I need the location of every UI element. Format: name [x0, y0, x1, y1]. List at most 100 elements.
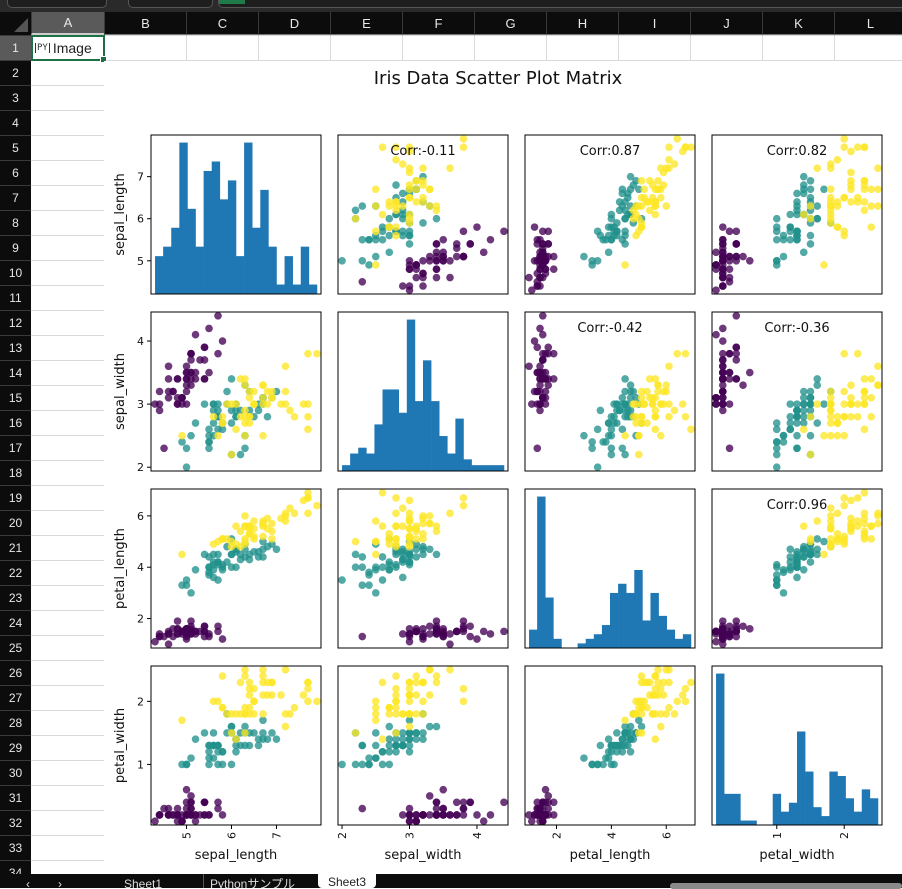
row-header-27[interactable]: 27 — [0, 685, 31, 710]
scatter-point-setosa — [151, 817, 159, 825]
scatter-point-virginica — [371, 716, 380, 725]
scatter-point-virginica — [412, 185, 421, 194]
row-header-8[interactable]: 8 — [0, 210, 31, 235]
row-header-23[interactable]: 23 — [0, 585, 31, 610]
row-header-7[interactable]: 7 — [0, 185, 31, 210]
column-header-a[interactable]: A — [31, 12, 104, 35]
scatter-point-virginica — [245, 524, 254, 533]
row-header-26[interactable]: 26 — [0, 660, 31, 685]
row-header-5[interactable]: 5 — [0, 135, 31, 160]
select-all-corner[interactable] — [0, 12, 31, 35]
formula-input[interactable] — [218, 0, 902, 8]
row-header-33[interactable]: 33 — [0, 835, 31, 860]
row-header-2[interactable]: 2 — [0, 60, 31, 85]
prev-sheet-button[interactable]: ‹ — [26, 877, 30, 888]
scatter-point-virginica — [654, 185, 662, 194]
histogram-bar — [658, 615, 667, 648]
column-header-h[interactable]: H — [546, 12, 618, 35]
row-header-6[interactable]: 6 — [0, 160, 31, 185]
column-header-e[interactable]: E — [330, 12, 402, 35]
scatter-point-virginica — [241, 729, 249, 737]
row-header-3[interactable]: 3 — [0, 85, 31, 110]
column-header-j[interactable]: J — [690, 12, 762, 35]
column-header-g[interactable]: G — [474, 12, 546, 35]
scatter-point-versicolor — [629, 735, 638, 743]
scatter-point-versicolor — [793, 189, 801, 198]
scatter-point-virginica — [241, 512, 249, 520]
row-header-10[interactable]: 10 — [0, 260, 31, 285]
row-header-13[interactable]: 13 — [0, 335, 31, 360]
scatter-point-versicolor — [629, 387, 638, 396]
row-header-18[interactable]: 18 — [0, 460, 31, 485]
row-header-32[interactable]: 32 — [0, 810, 31, 835]
column-header-f[interactable]: F — [402, 12, 474, 35]
row-header-31[interactable]: 31 — [0, 785, 31, 810]
horizontal-scrollbar[interactable] — [670, 883, 902, 889]
scatter-point-setosa — [536, 362, 544, 371]
row-header-9[interactable]: 9 — [0, 235, 31, 260]
scatter-matrix-image[interactable]: Iris Data Scatter Plot Matrix 5 6 7 sepal_le… — [104, 61, 902, 874]
scatter-point-setosa — [739, 622, 747, 631]
scatter-point-setosa — [725, 227, 734, 236]
histogram-bar — [163, 246, 172, 294]
cell-a1[interactable]: PY Image — [31, 35, 107, 63]
row-header-1[interactable]: 1 — [0, 35, 31, 60]
row-header-28[interactable]: 28 — [0, 710, 31, 735]
row-header-24[interactable]: 24 — [0, 610, 31, 635]
scatter-point-versicolor — [236, 555, 245, 564]
formula-controls[interactable] — [128, 0, 213, 8]
sheet-tab-sheet3[interactable]: Sheet3 — [318, 874, 377, 888]
scatter-point-versicolor — [624, 400, 632, 408]
scatter-point-virginica — [673, 135, 682, 143]
column-header-d[interactable]: D — [258, 12, 330, 35]
column-header-b[interactable]: B — [104, 12, 186, 35]
sheet-tab-sheet1[interactable]: Sheet1 — [124, 877, 163, 888]
row-header-22[interactable]: 22 — [0, 560, 31, 585]
row-header-16[interactable]: 16 — [0, 410, 31, 435]
column-header-l[interactable]: L — [834, 12, 902, 35]
scatter-point-versicolor — [813, 550, 822, 559]
correlation-label: Corr:0.96 — [767, 498, 828, 513]
row-header-15[interactable]: 15 — [0, 385, 31, 410]
scatter-point-setosa — [452, 798, 461, 807]
row-header-21[interactable]: 21 — [0, 535, 31, 560]
row-header-4[interactable]: 4 — [0, 110, 31, 135]
column-header-c[interactable]: C — [186, 12, 258, 35]
subplot-frame — [150, 665, 322, 826]
row-header-25[interactable]: 25 — [0, 635, 31, 660]
scatter-point-virginica — [826, 387, 835, 396]
sheet-tab-python-sample[interactable]: Pythonサンプル — [203, 874, 295, 888]
row-header-29[interactable]: 29 — [0, 735, 31, 760]
histogram-bar — [529, 629, 538, 648]
scatter-point-versicolor — [412, 729, 421, 737]
row-header-11[interactable]: 11 — [0, 285, 31, 310]
row-header-14[interactable]: 14 — [0, 360, 31, 385]
scatter-point-virginica — [405, 535, 414, 543]
scatter-point-setosa — [405, 804, 414, 813]
scatter-point-setosa — [412, 261, 421, 269]
scatter-point-setosa — [544, 804, 553, 813]
scatter-point-virginica — [826, 419, 835, 427]
scatter-point-virginica — [853, 143, 862, 151]
row-header-20[interactable]: 20 — [0, 510, 31, 535]
scatter-point-virginica — [799, 425, 808, 434]
scatter-point-versicolor — [405, 729, 414, 737]
scatter-point-setosa — [164, 630, 173, 638]
scatter-point-setosa — [718, 400, 727, 408]
row-header-12[interactable]: 12 — [0, 310, 31, 335]
name-box[interactable] — [7, 0, 107, 8]
scatter-point-versicolor — [793, 400, 801, 408]
row-header-17[interactable]: 17 — [0, 435, 31, 460]
scatter-point-versicolor — [624, 735, 632, 743]
column-header-k[interactable]: K — [762, 12, 834, 35]
scatter-point-versicolor — [392, 560, 400, 569]
scatter-point-versicolor — [621, 722, 629, 731]
scatter-point-virginica — [860, 527, 869, 536]
histogram-bar — [593, 634, 603, 648]
column-header-i[interactable]: I — [618, 12, 690, 35]
row-header-19[interactable]: 19 — [0, 485, 31, 510]
next-sheet-button[interactable]: › — [58, 877, 62, 888]
row-header-30[interactable]: 30 — [0, 760, 31, 785]
scatter-point-virginica — [232, 735, 240, 743]
scatter-point-setosa — [541, 368, 550, 377]
